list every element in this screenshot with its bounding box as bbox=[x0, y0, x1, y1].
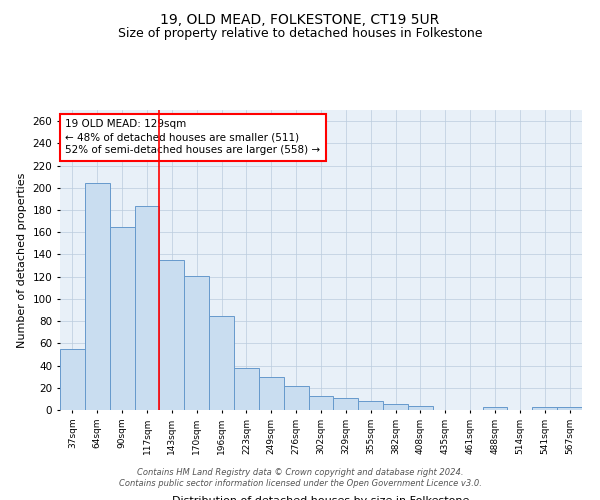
Text: 19 OLD MEAD: 129sqm
← 48% of detached houses are smaller (511)
52% of semi-detac: 19 OLD MEAD: 129sqm ← 48% of detached ho… bbox=[65, 119, 320, 156]
X-axis label: Distribution of detached houses by size in Folkestone: Distribution of detached houses by size … bbox=[172, 496, 470, 500]
Text: Contains HM Land Registry data © Crown copyright and database right 2024.
Contai: Contains HM Land Registry data © Crown c… bbox=[119, 468, 481, 487]
Bar bbox=[308, 396, 334, 410]
Bar bbox=[383, 404, 408, 410]
Bar bbox=[134, 206, 160, 410]
Bar bbox=[259, 376, 284, 410]
Bar bbox=[557, 406, 582, 410]
Text: Size of property relative to detached houses in Folkestone: Size of property relative to detached ho… bbox=[118, 28, 482, 40]
Bar bbox=[358, 401, 383, 410]
Bar bbox=[234, 368, 259, 410]
Bar bbox=[209, 316, 234, 410]
Bar bbox=[532, 406, 557, 410]
Bar bbox=[184, 276, 209, 410]
Bar bbox=[482, 406, 508, 410]
Bar bbox=[160, 260, 184, 410]
Bar bbox=[284, 386, 308, 410]
Bar bbox=[334, 398, 358, 410]
Bar bbox=[110, 226, 134, 410]
Bar bbox=[60, 349, 85, 410]
Bar bbox=[408, 406, 433, 410]
Bar bbox=[85, 184, 110, 410]
Y-axis label: Number of detached properties: Number of detached properties bbox=[17, 172, 27, 348]
Text: 19, OLD MEAD, FOLKESTONE, CT19 5UR: 19, OLD MEAD, FOLKESTONE, CT19 5UR bbox=[160, 12, 440, 26]
